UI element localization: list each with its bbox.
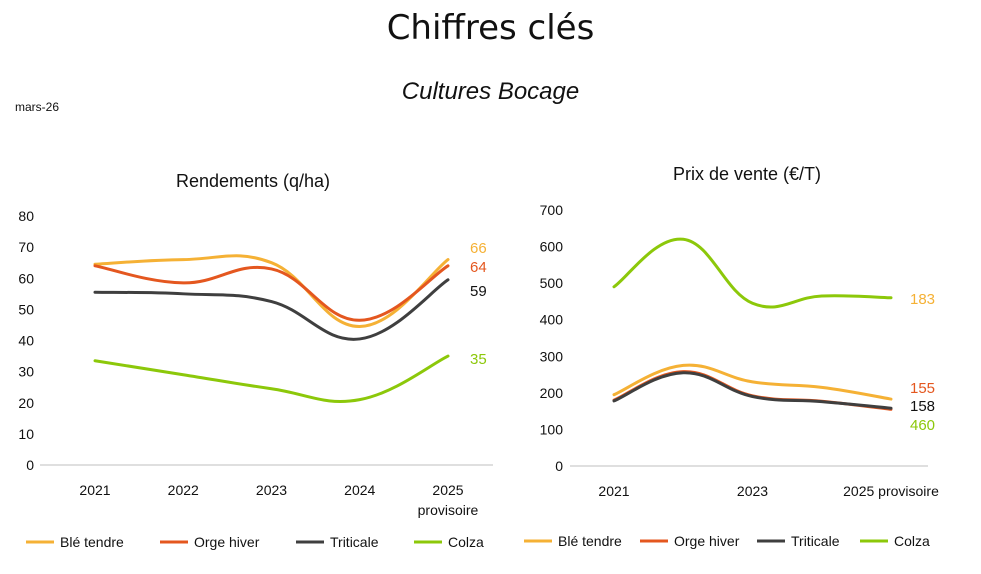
y-tick-label: 0: [555, 458, 563, 474]
series-line-orge-hiver: [93, 264, 450, 322]
y-tick-label: 500: [540, 275, 564, 291]
y-tick-label: 20: [18, 395, 34, 411]
y-tick-label: 30: [18, 364, 34, 380]
x-tick-label: 2024: [344, 482, 375, 498]
end-data-label: 158: [910, 398, 935, 415]
series-line-bl-tendre: [612, 363, 893, 401]
y-tick-label: 700: [540, 202, 564, 218]
series-line-triticale: [93, 278, 450, 341]
y-tick-label: 400: [540, 312, 564, 328]
price-chart-group: Prix de vente (€/T) 0 100 200 300 400 500 600 70…: [524, 164, 939, 549]
y-tick-label: 200: [540, 385, 564, 401]
legend-label: Orge hiver: [674, 533, 740, 549]
legend-label: Colza: [448, 534, 484, 550]
y-tick-label: 80: [18, 208, 34, 224]
y-tick-label: 10: [18, 426, 34, 442]
y-tick-label: 70: [18, 239, 34, 255]
end-data-label: 155: [910, 380, 935, 397]
date-label: mars-26: [15, 100, 60, 114]
y-tick-label: 50: [18, 301, 34, 317]
x-tick-label: 2023: [737, 483, 768, 499]
chart-title: Rendements (q/ha): [176, 171, 330, 191]
y-tick-label: 0: [26, 457, 34, 473]
y-tick-label: 60: [18, 270, 34, 286]
end-data-label: 66: [470, 240, 487, 257]
yield-chart-group: Rendements (q/ha) 0 10 20 30 40 50 60 70 80 2021 20…: [18, 171, 493, 550]
legend-label: Triticale: [330, 534, 379, 550]
x-tick-label: 2023: [256, 482, 287, 498]
legend-label: Triticale: [791, 533, 840, 549]
legend-label: Orge hiver: [194, 534, 260, 550]
y-tick-label: 40: [18, 333, 34, 349]
y-tick-label: 300: [540, 348, 564, 364]
x-tick-label: 2025: [432, 482, 463, 498]
end-data-label: 183: [910, 291, 935, 308]
series-line-bl-tendre: [93, 254, 450, 328]
legend-label: Blé tendre: [558, 533, 622, 549]
end-data-label: 460: [910, 417, 935, 434]
series-line-colza: [612, 237, 893, 309]
x-tick-label: 2025 provisoire: [843, 483, 939, 499]
end-data-label: 59: [470, 283, 487, 300]
page-subtitle: Cultures Bocage: [401, 78, 580, 105]
series-line-colza: [93, 354, 450, 403]
x-tick-label: 2021: [598, 483, 629, 499]
chart-title: Prix de vente (€/T): [673, 164, 821, 184]
end-data-label: 35: [470, 351, 487, 368]
y-tick-label: 100: [540, 421, 564, 437]
series-line-triticale: [612, 371, 893, 410]
x-tick-label: 2021: [79, 482, 110, 498]
legend-label: Blé tendre: [60, 534, 124, 550]
y-tick-label: 600: [540, 239, 564, 255]
x-tick-label: provisoire: [418, 502, 479, 518]
end-data-label: 64: [470, 259, 487, 276]
x-tick-label: 2022: [168, 482, 199, 498]
page-title: Chiffres clés: [386, 8, 595, 48]
legend-label: Colza: [894, 533, 930, 549]
